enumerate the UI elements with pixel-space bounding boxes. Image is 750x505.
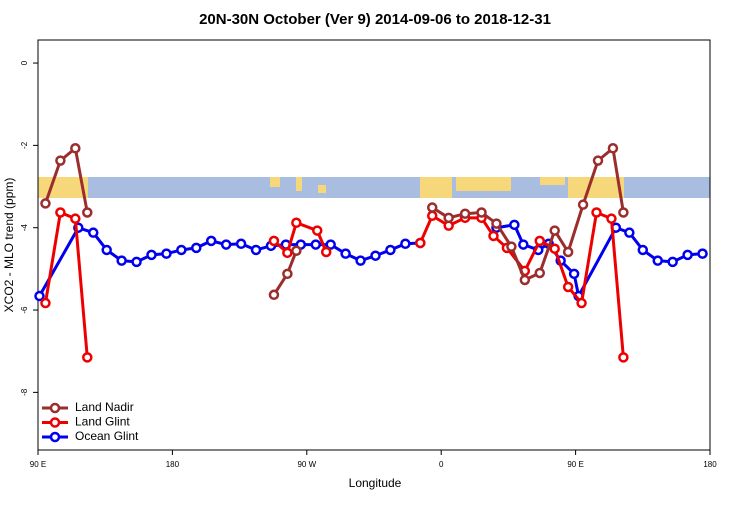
data-point	[82, 352, 93, 363]
data-point	[268, 235, 280, 247]
data-point	[161, 248, 172, 259]
data-point	[40, 297, 51, 309]
data-point	[340, 248, 351, 259]
x-tick-label: 90 W	[297, 460, 316, 469]
x-tick-label: 0	[439, 460, 444, 469]
data-point	[426, 210, 438, 222]
data-point	[459, 208, 471, 219]
data-point	[34, 290, 45, 302]
y-tick-label: -6	[20, 306, 29, 314]
data-point	[312, 225, 323, 236]
data-point	[146, 249, 157, 261]
data-point	[562, 281, 574, 293]
data-point	[310, 239, 322, 250]
data-point	[592, 155, 604, 166]
data-point	[116, 255, 127, 266]
data-point	[415, 237, 426, 249]
legend-label: Land Nadir	[75, 400, 134, 414]
data-point	[205, 235, 217, 247]
data-point	[176, 244, 187, 256]
data-point	[607, 143, 619, 154]
data-point	[549, 225, 560, 236]
data-point	[250, 244, 262, 256]
data-point	[506, 241, 517, 252]
data-point	[534, 235, 546, 247]
data-point	[618, 352, 629, 363]
plot-frame	[37, 39, 711, 451]
data-point	[70, 143, 81, 154]
data-point	[235, 238, 247, 250]
legend-marker	[49, 417, 61, 428]
data-point	[426, 202, 438, 213]
y-tick-label: -2	[20, 141, 29, 149]
data-point	[40, 198, 51, 209]
data-point	[682, 249, 693, 261]
data-point	[549, 243, 560, 254]
data-point	[591, 207, 602, 218]
legend-label: Land Glint	[75, 415, 130, 429]
x-tick-label: 180	[166, 460, 180, 469]
data-point	[697, 248, 708, 259]
legend-label: Ocean Glint	[75, 429, 139, 443]
data-point	[385, 244, 396, 256]
data-point	[320, 246, 332, 258]
data-point	[291, 217, 302, 229]
data-point	[191, 242, 202, 254]
x-axis-label: Longitude	[349, 476, 402, 490]
data-point	[131, 256, 142, 268]
data-point	[618, 207, 629, 218]
data-point	[562, 246, 574, 258]
y-tick-label: -8	[20, 388, 29, 396]
data-point	[220, 239, 232, 250]
data-point	[534, 267, 546, 279]
data-point	[476, 207, 487, 218]
data-point	[568, 268, 580, 280]
data-point	[55, 207, 66, 218]
data-point	[325, 239, 336, 250]
data-point	[519, 274, 531, 286]
data-point	[577, 199, 589, 210]
legend-marker	[49, 431, 61, 443]
data-point	[88, 227, 99, 238]
data-point	[370, 250, 381, 261]
data-point	[624, 227, 635, 238]
data-point	[637, 244, 649, 256]
data-point	[652, 255, 663, 266]
y-tick-label: 0	[20, 60, 29, 65]
x-tick-label: 180	[703, 460, 717, 469]
data-point	[282, 247, 293, 259]
data-point	[400, 238, 411, 250]
data-point	[282, 268, 293, 280]
data-point	[667, 256, 678, 268]
data-point	[55, 155, 66, 166]
x-tick-label: 90 E	[567, 460, 583, 469]
data-point	[268, 289, 280, 301]
data-point	[101, 244, 112, 256]
data-point	[355, 255, 366, 266]
x-tick-label: 90 E	[30, 460, 46, 469]
data-point	[488, 230, 499, 242]
data-point	[576, 297, 587, 309]
data-point	[509, 219, 520, 231]
legend-marker	[49, 402, 61, 414]
data-point	[443, 212, 454, 224]
data-point	[491, 218, 502, 229]
y-tick-label: -4	[20, 224, 29, 232]
chart-title: 20N-30N October (Ver 9) 2014-09-06 to 20…	[199, 11, 551, 28]
data-point	[606, 213, 617, 224]
map-strip	[38, 177, 710, 198]
data-point	[70, 213, 81, 224]
data-point	[82, 207, 93, 218]
data-point	[291, 245, 302, 257]
data-point	[518, 239, 529, 250]
y-axis-label: XCO2 - MLO trend (ppm)	[2, 178, 16, 313]
